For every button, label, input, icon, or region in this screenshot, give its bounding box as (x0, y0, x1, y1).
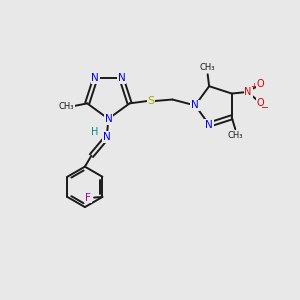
Text: N: N (118, 74, 125, 83)
Text: H: H (91, 127, 98, 137)
Text: +: + (250, 82, 257, 91)
Text: CH₃: CH₃ (58, 102, 74, 111)
Text: N: N (191, 100, 199, 110)
Text: −: − (261, 103, 269, 113)
Text: N: N (104, 114, 112, 124)
Text: CH₃: CH₃ (228, 131, 243, 140)
Text: CH₃: CH₃ (200, 63, 215, 72)
Text: N: N (205, 120, 213, 130)
Text: F: F (85, 193, 91, 202)
Text: N: N (103, 132, 111, 142)
Text: S: S (147, 96, 155, 106)
Text: N: N (244, 87, 252, 97)
Text: O: O (257, 98, 264, 108)
Text: O: O (257, 79, 264, 89)
Text: N: N (92, 74, 99, 83)
